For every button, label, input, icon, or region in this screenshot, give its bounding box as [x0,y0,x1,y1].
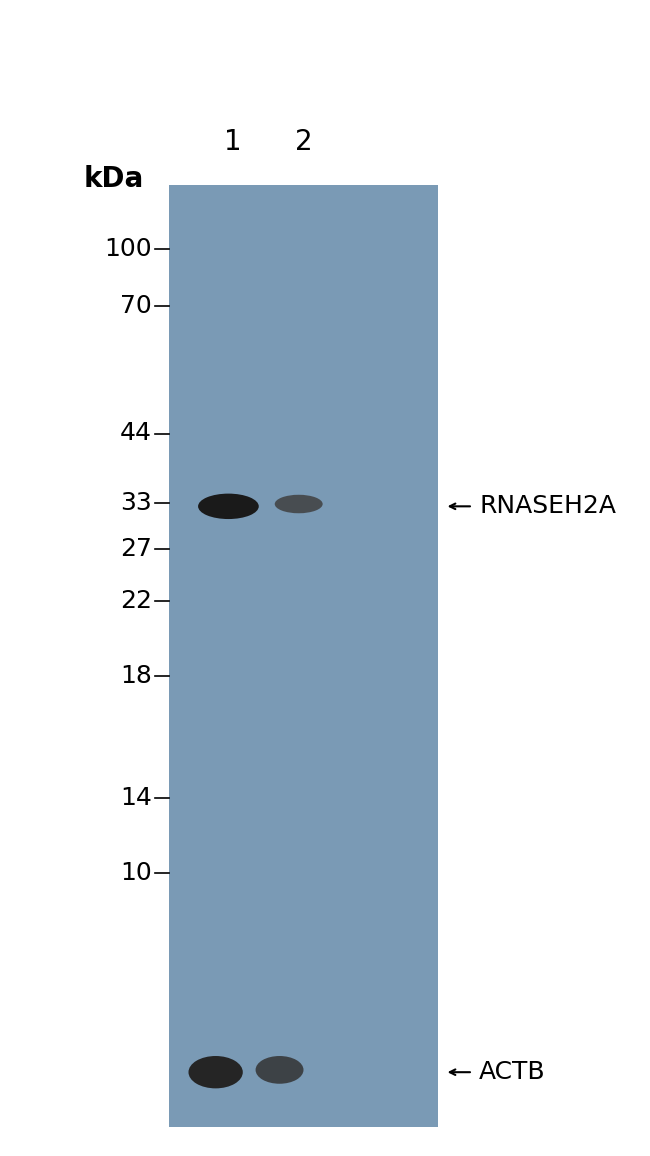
Ellipse shape [198,494,259,519]
Text: 70: 70 [120,295,152,318]
Text: 14: 14 [120,786,152,809]
Text: 100: 100 [105,237,152,260]
Text: 22: 22 [120,590,152,613]
Ellipse shape [255,1057,304,1084]
Text: 1: 1 [224,128,242,156]
FancyBboxPatch shape [169,185,437,1017]
Text: RNASEH2A: RNASEH2A [479,495,616,518]
Text: kDa: kDa [83,165,144,193]
Text: 27: 27 [120,538,152,561]
Ellipse shape [275,495,322,513]
Text: 2: 2 [294,128,312,156]
Text: 18: 18 [120,665,152,688]
Text: 44: 44 [120,422,152,445]
Text: 10: 10 [120,861,152,884]
FancyBboxPatch shape [169,1017,437,1127]
Text: ACTB: ACTB [479,1060,546,1084]
Ellipse shape [188,1057,243,1089]
Text: 33: 33 [120,491,152,514]
